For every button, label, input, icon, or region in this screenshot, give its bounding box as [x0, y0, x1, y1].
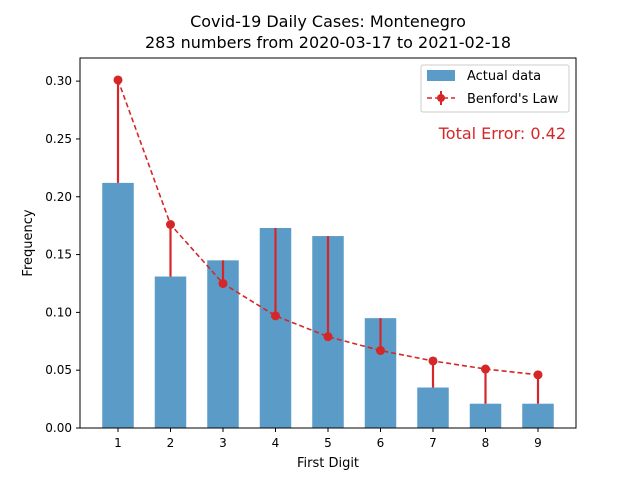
benford-point-digit-3 [218, 278, 228, 288]
benford-point-digit-5 [323, 332, 333, 342]
bar-digit-7 [417, 387, 449, 428]
chart-title: Covid-19 Daily Cases: Montenegro [190, 12, 466, 31]
y-tick-label: 0.10 [45, 305, 72, 319]
x-tick-label: 1 [114, 436, 122, 450]
benford-point-digit-1 [113, 75, 123, 85]
y-axis-label: Frequency [21, 209, 36, 276]
benford-point-digit-4 [271, 311, 280, 321]
legend-label-benford: Benford's Law [467, 92, 559, 107]
x-tick-label: 9 [534, 436, 542, 450]
x-tick-label: 6 [377, 436, 385, 450]
y-tick-label: 0.00 [45, 421, 72, 435]
benford-point-digit-8 [481, 364, 490, 374]
bar-digit-2 [154, 276, 187, 428]
y-tick-label: 0.15 [45, 248, 72, 262]
benford-line [117, 79, 539, 376]
legend-box [420, 64, 570, 113]
x-axis-ticks: 1 2 3 4 5 6 7 8 9 [114, 428, 542, 450]
bar-digit-3 [207, 260, 239, 428]
x-tick-label: 4 [272, 436, 280, 450]
y-tick-label: 0.25 [45, 132, 72, 146]
bar-digit-9 [522, 403, 554, 428]
benford-point-digit-7 [428, 356, 438, 366]
x-tick-label: 2 [167, 436, 175, 450]
x-tick-label: 3 [219, 436, 227, 450]
legend-label-actual: Actual data [467, 69, 541, 84]
benford-series [113, 75, 543, 404]
legend: Actual data Benford's Law [420, 64, 570, 113]
legend-swatch-benford-marker [437, 94, 445, 102]
benford-point-digit-9 [533, 370, 543, 380]
x-tick-label: 8 [482, 436, 490, 450]
y-tick-label: 0.05 [45, 363, 72, 377]
x-tick-label: 7 [429, 436, 437, 450]
chart-subtitle: 283 numbers from 2020-03-17 to 2021-02-1… [145, 33, 511, 52]
x-tick-label: 5 [324, 436, 332, 450]
benford-point-digit-2 [166, 220, 175, 229]
x-axis-label: First Digit [297, 456, 359, 471]
bar-digit-1 [102, 182, 134, 428]
legend-swatch-actual [427, 70, 455, 81]
y-axis-ticks: 0.00 0.05 0.10 0.15 0.20 0.25 0.30 [45, 74, 80, 435]
benford-point-digit-6 [376, 346, 385, 356]
bar-digit-8 [469, 403, 502, 428]
y-tick-label: 0.20 [45, 190, 72, 204]
total-error-annotation: Total Error: 0.42 [438, 124, 566, 143]
y-tick-label: 0.30 [45, 74, 72, 88]
